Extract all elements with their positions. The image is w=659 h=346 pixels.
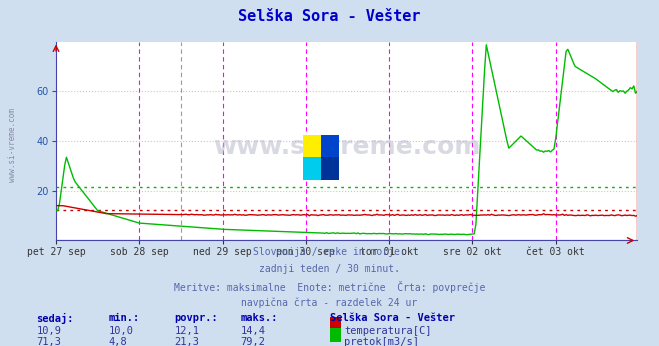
Text: min.:: min.: bbox=[109, 313, 140, 323]
Text: 21,3: 21,3 bbox=[175, 337, 200, 346]
Text: sedaj:: sedaj: bbox=[36, 313, 74, 324]
Text: 14,4: 14,4 bbox=[241, 326, 266, 336]
Text: 4,8: 4,8 bbox=[109, 337, 127, 346]
Text: 10,0: 10,0 bbox=[109, 326, 134, 336]
Text: www.si-vreme.com: www.si-vreme.com bbox=[213, 135, 480, 159]
Text: 10,9: 10,9 bbox=[36, 326, 61, 336]
Text: Selška Sora - Vešter: Selška Sora - Vešter bbox=[330, 313, 455, 323]
Bar bbox=[322, 157, 339, 180]
Bar bbox=[303, 157, 322, 180]
Text: www.si-vreme.com: www.si-vreme.com bbox=[8, 108, 17, 182]
Text: navpična črta - razdelek 24 ur: navpična črta - razdelek 24 ur bbox=[241, 297, 418, 308]
Text: maks.:: maks.: bbox=[241, 313, 278, 323]
Text: pretok[m3/s]: pretok[m3/s] bbox=[344, 337, 419, 346]
Text: zadnji teden / 30 minut.: zadnji teden / 30 minut. bbox=[259, 264, 400, 274]
Text: 71,3: 71,3 bbox=[36, 337, 61, 346]
Text: 79,2: 79,2 bbox=[241, 337, 266, 346]
Text: povpr.:: povpr.: bbox=[175, 313, 218, 323]
Bar bbox=[303, 135, 322, 157]
Text: Slovenija / reke in morje.: Slovenija / reke in morje. bbox=[253, 247, 406, 257]
Text: 12,1: 12,1 bbox=[175, 326, 200, 336]
Text: Meritve: maksimalne  Enote: metrične  Črta: povprečje: Meritve: maksimalne Enote: metrične Črta… bbox=[174, 281, 485, 293]
Bar bbox=[322, 135, 339, 157]
Text: Selška Sora - Vešter: Selška Sora - Vešter bbox=[239, 9, 420, 24]
Text: temperatura[C]: temperatura[C] bbox=[344, 326, 432, 336]
